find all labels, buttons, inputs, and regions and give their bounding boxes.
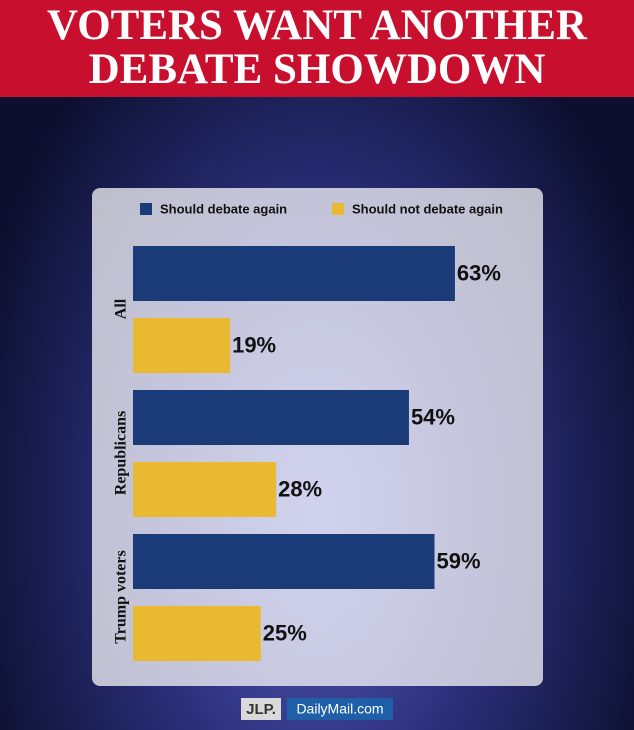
value-label: 63% [457, 260, 501, 285]
chart-title: VOTERS WANT ANOTHER DEBATE SHOWDOWN [47, 2, 587, 93]
value-label: 25% [263, 620, 307, 645]
value-label: 28% [278, 476, 322, 501]
bar [133, 318, 231, 373]
value-label: 19% [232, 332, 276, 357]
logo-box [241, 698, 281, 720]
legend-label: Should not debate again [352, 201, 503, 216]
value-label: 59% [436, 548, 480, 573]
title-banner [0, 0, 634, 97]
value-label: 54% [411, 404, 455, 429]
logo: DailyMail.com [296, 701, 383, 717]
logo: JLP. [246, 701, 276, 718]
bar [133, 246, 455, 301]
category-label: Trump voters [113, 550, 130, 643]
legend-swatch [332, 203, 344, 215]
bar [133, 390, 409, 445]
legend-swatch [140, 203, 152, 215]
bar [133, 534, 435, 589]
legend-label: Should debate again [160, 201, 287, 216]
logo-box [287, 698, 393, 720]
category-label: All [113, 298, 130, 319]
category-label: Republicans [113, 411, 130, 495]
bar [133, 462, 277, 517]
bar [133, 606, 261, 661]
